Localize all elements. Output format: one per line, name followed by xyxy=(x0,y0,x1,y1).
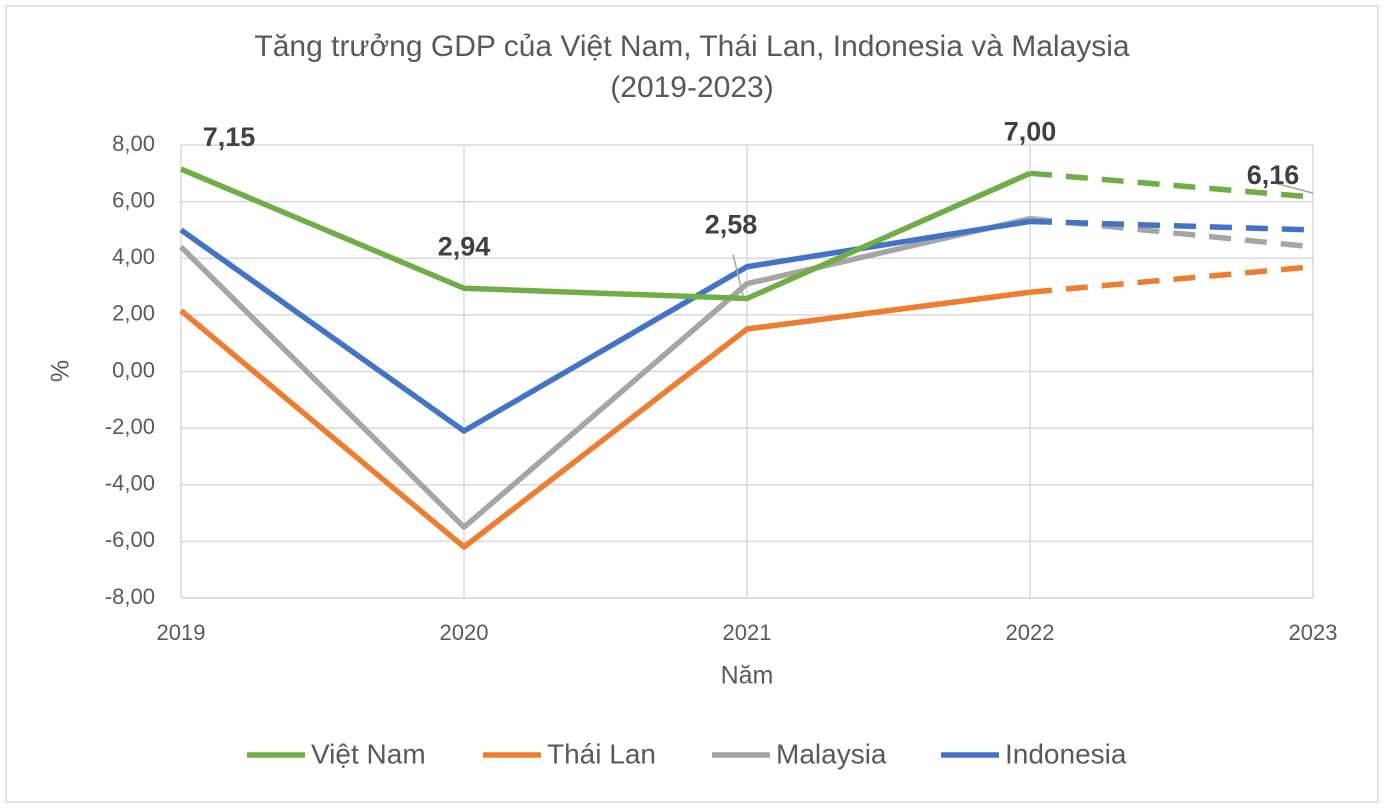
chart-title: Tăng trưởng GDP của Việt Nam, Thái Lan, … xyxy=(254,30,1130,63)
x-tick-label: 2023 xyxy=(1289,620,1338,645)
legend-label: Việt Nam xyxy=(311,738,426,769)
y-tick-label: -2,00 xyxy=(105,414,155,439)
x-tick-label: 2022 xyxy=(1006,620,1055,645)
y-tick-label: 0,00 xyxy=(112,357,155,382)
y-tick-label: -4,00 xyxy=(105,471,155,496)
y-axis-title: % xyxy=(47,360,75,382)
data-label: 6,16 xyxy=(1247,160,1300,190)
y-tick-label: 4,00 xyxy=(112,244,155,269)
series-line xyxy=(179,166,1032,302)
x-axis-title: Năm xyxy=(721,662,774,690)
series-line xyxy=(179,218,1031,434)
y-tick-label: 8,00 xyxy=(112,131,155,156)
series-line xyxy=(179,289,1031,550)
series-line-dashed xyxy=(1029,170,1314,200)
y-tick-label: 2,00 xyxy=(112,301,155,326)
x-tick-label: 2021 xyxy=(723,620,772,645)
series-line xyxy=(179,215,1031,530)
y-tick-label: -6,00 xyxy=(105,527,155,552)
leader-line xyxy=(1274,182,1314,194)
chart-subtitle: (2019-2023) xyxy=(610,71,773,104)
chart-border xyxy=(5,5,1379,803)
y-tick-label: -8,00 xyxy=(105,584,155,609)
legend-label: Malaysia xyxy=(776,738,887,769)
x-tick-label: 2020 xyxy=(440,620,489,645)
data-label: 7,00 xyxy=(1004,116,1057,146)
y-tick-label: 6,00 xyxy=(112,187,155,212)
legend-label: Indonesia xyxy=(1005,738,1127,769)
x-tick-label: 2019 xyxy=(157,620,206,645)
data-label: 2,94 xyxy=(438,231,491,261)
series-line-dashed xyxy=(1029,218,1314,233)
series-line-dashed xyxy=(1029,264,1314,295)
legend-label: Thái Lan xyxy=(547,738,656,769)
data-label: 7,15 xyxy=(203,122,256,152)
data-label: 2,58 xyxy=(705,210,758,240)
leader-line xyxy=(732,254,744,296)
